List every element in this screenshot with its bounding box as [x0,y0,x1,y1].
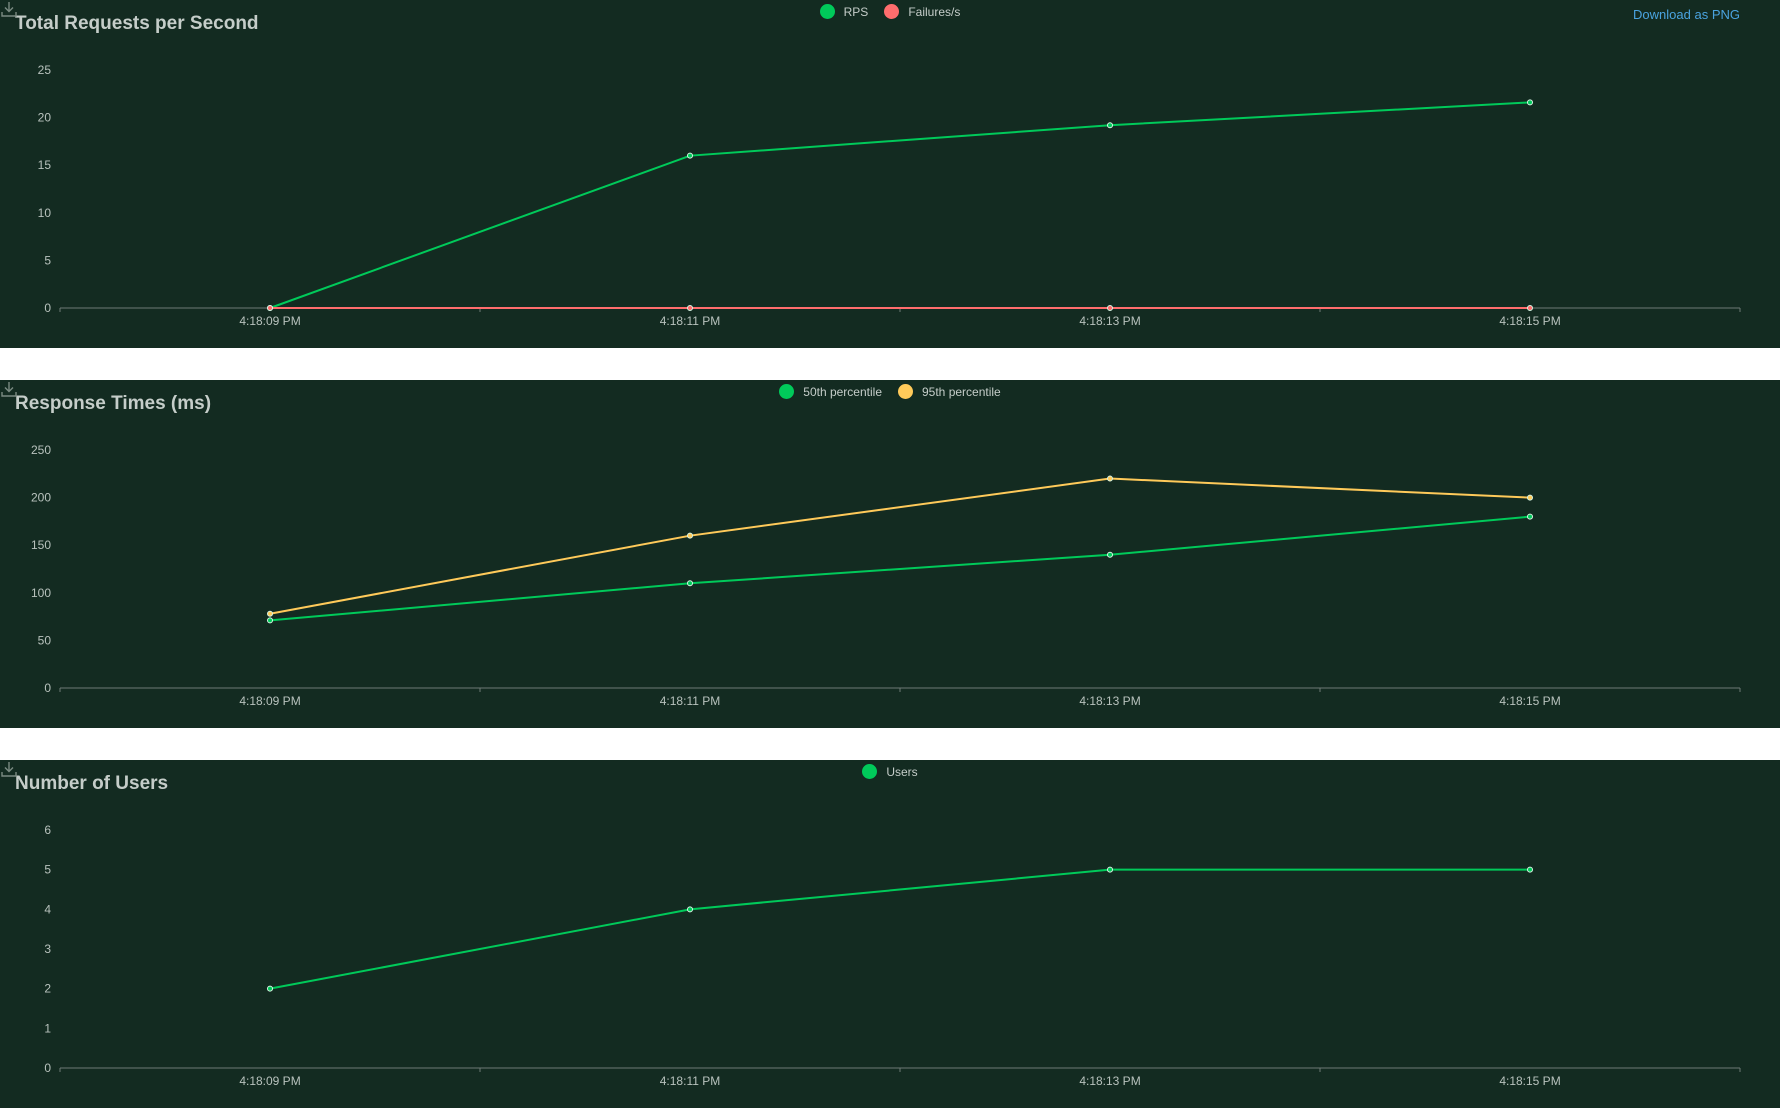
y-tick-label: 25 [38,63,52,77]
x-tick-label: 4:18:09 PM [239,314,300,328]
legend-item[interactable]: Failures/s [884,4,960,19]
x-tick-label: 4:18:13 PM [1079,694,1140,708]
y-tick-label: 0 [44,1061,51,1075]
rps-chart-panel: 0 5 10 15 20 25 4:18:09 PM 4:18:11 PM 4:18:13 PM… [0,0,1780,348]
x-tick-label: 4:18:15 PM [1499,1074,1560,1088]
x-tick-label: 4:18:15 PM [1499,314,1560,328]
y-tick-label: 50 [38,633,52,647]
series-line [269,515,1531,622]
legend-label: RPS [843,4,869,19]
legend-label: Failures/s [908,4,961,19]
y-tick-label: 20 [38,111,52,125]
data-point [1107,551,1113,558]
y-tick-label: 5 [44,253,51,267]
download-icon[interactable] [0,380,18,398]
download-icon[interactable] [0,760,18,778]
legend-label: 50th percentile [803,384,882,399]
series-line [269,477,1531,615]
data-point [1107,305,1113,311]
chart-legend: 50th percentile 95th percentile [0,384,1780,399]
data-point [1107,866,1113,873]
data-point [267,610,273,617]
data-point [687,580,693,587]
chart-title: Total Requests per Second [15,13,259,34]
data-point [1107,122,1113,129]
legend-swatch [819,4,835,19]
y-tick-label: 250 [31,443,51,457]
y-tick-label: 200 [31,491,51,505]
x-tick-label: 4:18:09 PM [239,694,300,708]
series-line [269,868,1530,990]
x-tick-label: 4:18:11 PM [660,1074,720,1088]
legend-item[interactable]: Users [862,764,918,779]
data-point [1527,305,1533,311]
legend-item[interactable]: 95th percentile [898,384,1001,399]
data-point [267,985,273,992]
data-point [1527,494,1533,501]
data-point [1527,99,1533,106]
x-tick-label: 4:18:11 PM [660,694,720,708]
chart-title: Number of Users [15,773,169,794]
series-line [269,101,1531,309]
legend-item[interactable]: 50th percentile [779,384,882,399]
data-point [267,305,273,311]
legend-label: Users [886,764,918,779]
users-chart-svg: 0 1 2 3 4 5 6 4:18:09 PM 4:18:11 PM 4:18:13 PM 4:1… [44,823,1741,1088]
legend-label: 95th percentile [922,384,1001,399]
chart-legend: Users [0,764,1780,779]
data-point [1107,475,1113,482]
rps-chart-svg: 0 5 10 15 20 25 4:18:09 PM 4:18:11 PM 4:18:13 PM… [38,63,1741,328]
x-tick-label: 4:18:15 PM [1499,694,1560,708]
download-png-link[interactable]: Download as PNG [1633,7,1740,22]
y-tick-label: 1 [44,1021,51,1035]
y-tick-label: 5 [44,863,51,877]
y-tick-label: 3 [44,942,51,956]
legend-swatch [862,764,878,779]
data-point [1527,513,1533,520]
data-point [687,152,693,159]
y-tick-label: 0 [44,301,51,315]
data-point [687,906,693,913]
response-times-chart-svg: 0 50 100 150 200 250 4:18:09 PM 4:18:11 PM 4:18:… [31,443,1741,708]
y-tick-label: 2 [44,982,51,996]
y-tick-label: 4 [44,902,51,916]
y-tick-label: 100 [31,586,51,600]
download-icon[interactable] [0,0,18,18]
legend-swatch [898,384,913,399]
data-point [1527,866,1533,873]
x-tick-label: 4:18:13 PM [1079,314,1140,328]
y-tick-label: 150 [31,538,51,552]
data-point [687,305,693,311]
y-tick-label: 10 [38,206,52,220]
legend-item[interactable]: RPS [819,4,869,19]
data-point [687,532,693,539]
chart-title: Response Times (ms) [15,393,212,414]
data-point [267,617,273,624]
legend-swatch [884,4,900,19]
chart-legend: RPS Failures/s [0,4,1780,19]
y-tick-label: 15 [38,158,52,172]
users-chart-panel: 0 1 2 3 4 5 6 4:18:09 PM 4:18:11 PM 4:18:13 PM 4:1… [0,760,1780,1108]
x-tick-label: 4:18:13 PM [1079,1074,1140,1088]
legend-swatch [779,384,795,399]
x-tick-label: 4:18:09 PM [239,1074,300,1088]
y-tick-label: 0 [44,681,51,695]
response-times-chart-panel: 0 50 100 150 200 250 4:18:09 PM 4:18:11 PM 4:18:… [0,380,1780,728]
x-tick-label: 4:18:11 PM [660,314,720,328]
y-tick-label: 6 [44,823,51,837]
